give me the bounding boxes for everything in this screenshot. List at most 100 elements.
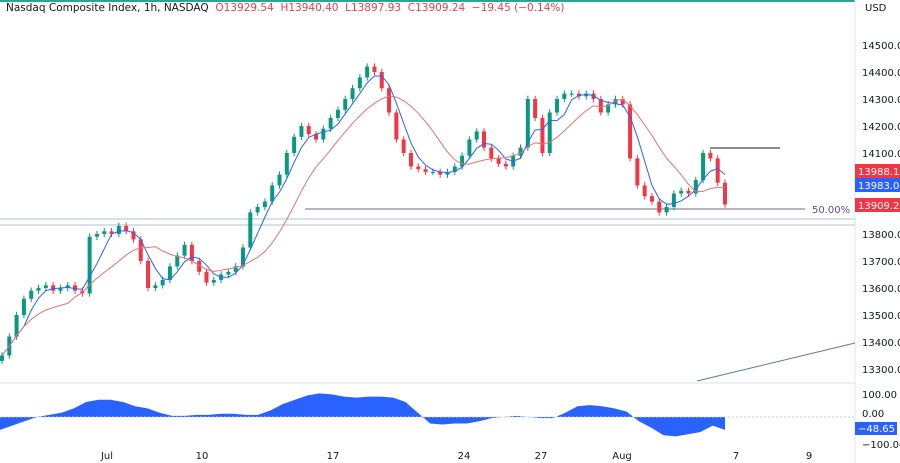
candle-body (438, 171, 443, 175)
candle-body (233, 266, 238, 272)
candle-body (36, 288, 41, 291)
price-label-bg (855, 164, 900, 178)
symbol-legend: Nasdaq Composite Index, 1h, NASDAQ O1392… (6, 2, 564, 14)
candle-body (21, 298, 26, 315)
oscillator-value-bg (855, 422, 897, 435)
candle-body (467, 139, 472, 156)
candle-body (489, 147, 494, 159)
symbol-title: Nasdaq Composite Index, 1h, NASDAQ (6, 2, 209, 14)
candle-body (452, 166, 457, 172)
candle-body (14, 315, 19, 337)
candle-body (255, 207, 260, 213)
candle-body (248, 212, 253, 248)
candle-body (525, 99, 530, 148)
candle-body (270, 185, 275, 202)
ma-fast-line (1, 75, 726, 356)
x-tick-label: Jul (100, 451, 113, 462)
oscillator-tick-label: 100.00 (862, 390, 897, 401)
fib-50-label: 50.00% (812, 205, 850, 216)
candle-body (146, 261, 151, 288)
x-tick-label: 24 (458, 451, 471, 462)
candle-body (401, 139, 406, 153)
candle-body (701, 153, 706, 180)
candle-body (160, 279, 165, 286)
candle-body (496, 158, 501, 164)
price-label: 13988.15 (858, 167, 900, 178)
y-tick-label: 14300.00 (862, 95, 900, 106)
candle-body (620, 99, 625, 105)
candle-body (635, 158, 640, 186)
candle-body (321, 128, 326, 140)
x-tick-label: 27 (535, 451, 548, 462)
price-label-bg (855, 178, 900, 192)
candle-body (102, 231, 107, 234)
y-tick-label: 14500.00 (862, 41, 900, 52)
candle-body (167, 266, 172, 280)
candle-body (715, 158, 720, 183)
ma-slow-line (1, 95, 726, 356)
candle-body (29, 290, 34, 299)
candle-body (138, 239, 143, 261)
ohlc-high: H13940.40 (280, 2, 339, 14)
candle-body (175, 255, 180, 267)
candle-body (387, 88, 392, 113)
candle-body (430, 171, 435, 173)
candle-body (153, 285, 158, 288)
candle-body (73, 285, 78, 291)
candle-body (131, 231, 136, 240)
candle-body (423, 169, 428, 172)
ohlc-change: −19.45 (−0.14%) (471, 2, 565, 14)
candle-body (343, 99, 348, 110)
candle-body (65, 285, 70, 288)
candle-body (335, 109, 340, 118)
currency-label: USD (865, 3, 887, 14)
oscillator-area (0, 393, 725, 437)
candle-body (649, 196, 654, 202)
candle-body (613, 99, 618, 105)
ohlc-low: L13897.93 (345, 2, 402, 14)
candle-body (299, 126, 304, 137)
y-tick-label: 13800.00 (862, 230, 900, 241)
y-tick-label: 13700.00 (862, 257, 900, 268)
candle-body (58, 288, 63, 291)
candle-body (518, 147, 523, 156)
candle-body (379, 72, 384, 89)
x-tick-label: 10 (196, 451, 209, 462)
ohlc-open: O13929.54 (215, 2, 274, 14)
candle-body (116, 225, 121, 234)
candle-body (262, 201, 267, 207)
candle-body (562, 93, 567, 99)
candle-body (598, 99, 603, 113)
candle-body (43, 285, 48, 288)
candle-body (591, 93, 596, 99)
candle-body (671, 193, 676, 207)
candle-body (372, 66, 377, 72)
candle-body (328, 117, 333, 129)
candle-body (408, 153, 413, 167)
candle-body (314, 134, 319, 140)
candle-body (723, 182, 727, 205)
y-tick-label: 13600.00 (862, 284, 900, 295)
y-tick-label: 13300.00 (862, 365, 900, 376)
price-label: 13983.06 (858, 181, 900, 192)
candle-body (474, 131, 479, 140)
candle-body (94, 234, 99, 237)
x-tick-label: 9 (806, 451, 812, 462)
candle-body (445, 171, 450, 175)
candle-body (365, 66, 370, 78)
candle-body (241, 247, 245, 267)
x-tick-label: 17 (327, 451, 340, 462)
candle-body (189, 244, 194, 261)
candle-body (679, 190, 684, 194)
candle-body (204, 271, 209, 283)
candle-body (482, 131, 486, 148)
candle-body (533, 99, 538, 118)
candle-body (555, 99, 560, 113)
candle-body (664, 207, 669, 213)
candle-body (226, 271, 231, 275)
x-tick-label: Aug (612, 451, 632, 462)
candle-body (109, 231, 114, 234)
candle-body (277, 174, 282, 186)
